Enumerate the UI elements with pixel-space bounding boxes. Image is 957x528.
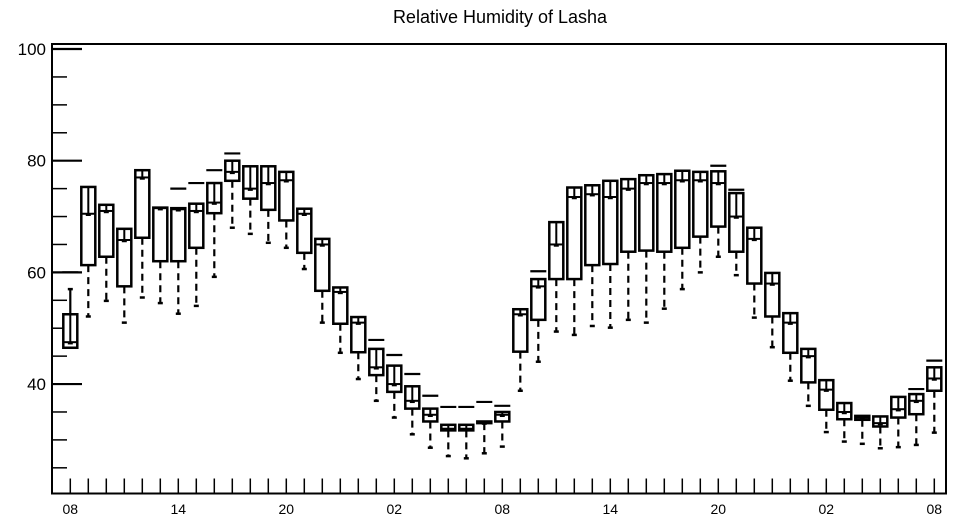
box-33 <box>656 172 673 310</box>
y-tick-label: 80 <box>27 152 46 171</box>
box-iqr <box>566 186 583 281</box>
box-28 <box>566 186 583 337</box>
box-39 <box>764 271 781 349</box>
box-10 <box>242 165 259 236</box>
box-8 <box>206 169 223 279</box>
y-tick-label: 100 <box>18 40 46 59</box>
box-14 <box>314 237 331 324</box>
plot-frame <box>51 43 947 495</box>
chart-title: Relative Humidity of Lasha <box>393 7 608 27</box>
box-48 <box>926 359 943 434</box>
box-11 <box>260 165 277 245</box>
box-iqr <box>134 168 151 240</box>
x-tick-label: 14 <box>603 501 619 517</box>
box-15 <box>332 286 349 355</box>
box-27 <box>548 220 565 333</box>
axes: 40 60 80 100 08 14 20 02 08 14 20 02 08 <box>18 40 947 517</box>
box-36 <box>710 164 727 258</box>
x-tick-label: 02 <box>387 501 403 517</box>
x-tick-label: 14 <box>171 501 187 517</box>
box-40 <box>782 311 799 382</box>
box-35 <box>692 170 709 274</box>
box-42 <box>818 378 835 434</box>
box-19 <box>404 372 421 436</box>
box-45 <box>872 415 889 450</box>
box-6 <box>170 187 187 315</box>
box-43 <box>836 401 853 443</box>
box-2 <box>98 203 115 303</box>
box-34 <box>674 169 691 291</box>
box-5 <box>152 206 169 305</box>
box-iqr <box>656 172 673 253</box>
box-0 <box>62 271 79 350</box>
box-24 <box>494 404 511 448</box>
box-31 <box>620 177 637 322</box>
box-4 <box>134 168 151 299</box>
boxes <box>62 152 943 460</box>
box-44 <box>854 414 871 446</box>
x-tick-label: 02 <box>819 501 835 517</box>
box-37 <box>728 188 745 277</box>
box-18 <box>386 353 403 419</box>
box-32 <box>638 173 655 324</box>
y-tick-label: 60 <box>27 263 46 282</box>
box-iqr <box>638 173 655 252</box>
x-tick-label: 20 <box>279 501 295 517</box>
box-9 <box>224 152 241 229</box>
box-41 <box>800 347 817 408</box>
box-iqr <box>584 184 601 267</box>
x-tick-label: 08 <box>927 501 943 517</box>
box-29 <box>584 184 601 328</box>
box-21 <box>440 405 457 458</box>
box-23 <box>476 400 493 455</box>
box-17 <box>368 338 385 403</box>
box-26 <box>530 270 547 363</box>
box-22 <box>458 405 475 460</box>
box-25 <box>512 307 529 393</box>
box-20 <box>422 394 439 449</box>
box-3 <box>116 227 133 324</box>
box-16 <box>350 315 367 381</box>
box-7 <box>188 181 205 308</box>
box-30 <box>602 179 619 329</box>
x-tick-label: 08 <box>495 501 511 517</box>
x-tick-label: 20 <box>711 501 727 517</box>
box-iqr <box>170 206 187 263</box>
box-12 <box>278 170 295 250</box>
box-47 <box>908 387 925 447</box>
y-tick-label: 40 <box>27 375 46 394</box>
x-tick-label: 08 <box>63 501 79 517</box>
box-13 <box>296 207 313 271</box>
box-38 <box>746 226 763 319</box>
box-iqr <box>152 206 169 263</box>
box-1 <box>80 185 97 318</box>
box-46 <box>890 395 907 449</box>
